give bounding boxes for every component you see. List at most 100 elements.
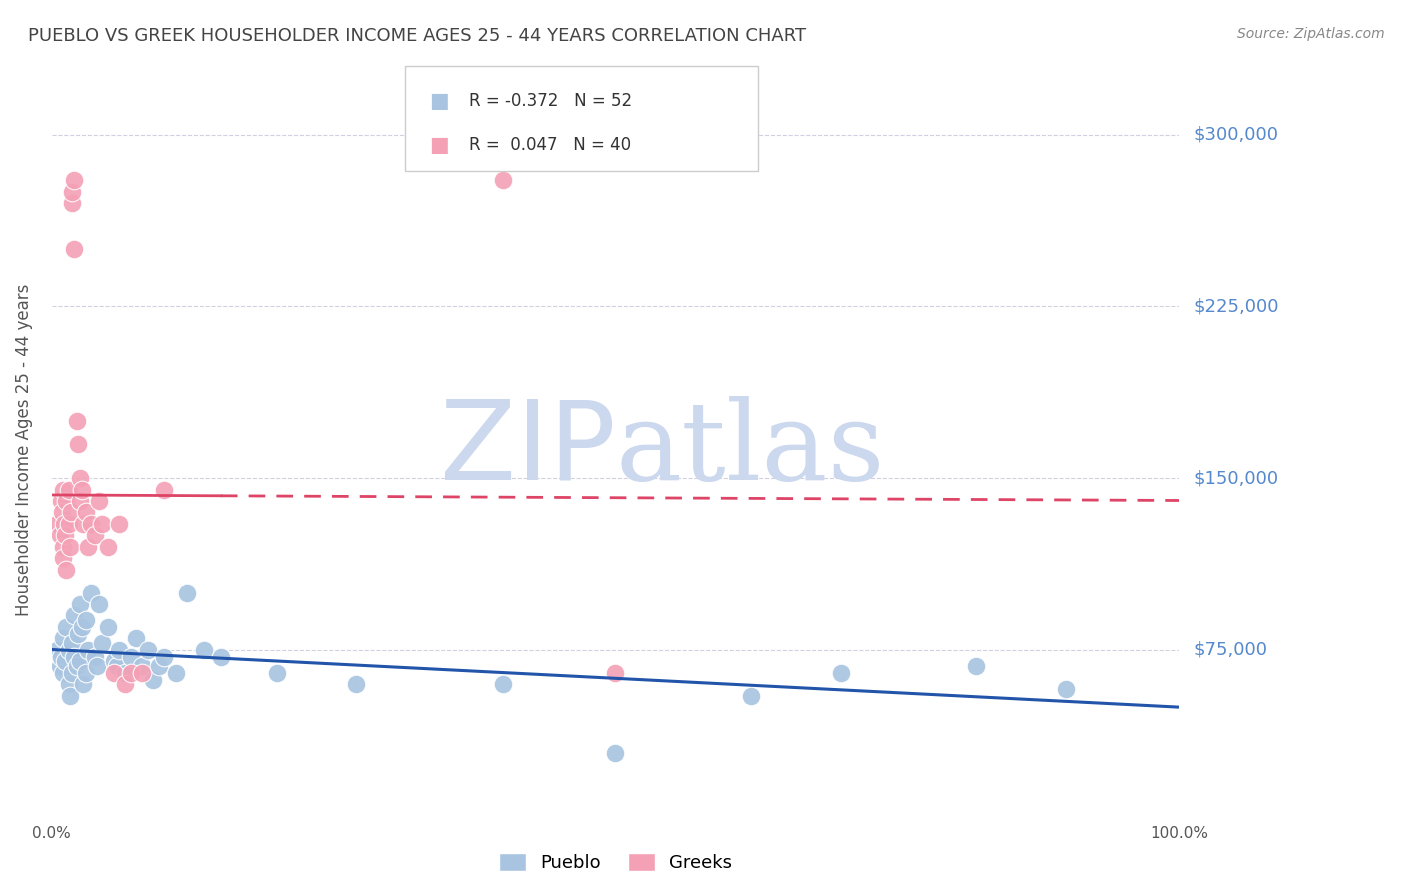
Point [76, 540, 98, 554]
Point [49, 494, 72, 508]
Y-axis label: Householder Income Ages 25 - 44 years: Householder Income Ages 25 - 44 years [15, 284, 32, 615]
Point [80, 585, 103, 599]
Point [55, 563, 77, 577]
Point [52, 551, 75, 566]
Point [63, 649, 86, 664]
Point [66, 626, 89, 640]
Point [53, 528, 76, 542]
Point [48, 658, 70, 673]
Point [69, 597, 91, 611]
Point [53, 516, 76, 531]
Point [120, 665, 142, 680]
Point [153, 649, 176, 664]
Point [52, 632, 75, 646]
Point [114, 677, 136, 691]
Point [97, 620, 120, 634]
Point [63, 173, 86, 187]
Point [58, 483, 80, 497]
Text: PUEBLO VS GREEK HOUSEHOLDER INCOME AGES 25 - 44 YEARS CORRELATION CHART: PUEBLO VS GREEK HOUSEHOLDER INCOME AGES … [28, 27, 806, 45]
Point [46, 516, 69, 531]
Text: $75,000: $75,000 [1194, 640, 1267, 659]
Point [72, 677, 94, 691]
Point [91, 636, 114, 650]
Point [176, 585, 198, 599]
Point [131, 658, 153, 673]
Point [75, 505, 97, 519]
Text: R =  0.047   N = 40: R = 0.047 N = 40 [468, 136, 631, 154]
Text: ■: ■ [429, 136, 449, 155]
Point [59, 689, 82, 703]
Point [75, 613, 97, 627]
Point [60, 185, 83, 199]
Point [66, 436, 89, 450]
Point [97, 540, 120, 554]
Text: atlas: atlas [616, 396, 884, 503]
Point [60, 196, 83, 211]
Point [52, 665, 75, 680]
Point [108, 642, 131, 657]
Point [83, 528, 105, 542]
Text: ZIP: ZIP [440, 396, 616, 503]
Text: $150,000: $150,000 [1194, 469, 1278, 487]
Point [46, 642, 69, 657]
Point [59, 540, 82, 554]
Point [63, 242, 86, 256]
Point [209, 649, 232, 664]
Point [75, 665, 97, 680]
Point [136, 642, 159, 657]
Point [65, 658, 87, 673]
Point [193, 642, 215, 657]
Point [53, 654, 76, 668]
Point [114, 665, 136, 680]
Point [120, 649, 142, 664]
Point [55, 620, 77, 634]
Point [63, 608, 86, 623]
Point [65, 414, 87, 428]
Point [87, 597, 110, 611]
Point [69, 654, 91, 668]
Text: $225,000: $225,000 [1194, 297, 1278, 316]
Point [492, 677, 515, 691]
Text: Source: ZipAtlas.com: Source: ZipAtlas.com [1237, 27, 1385, 41]
Point [80, 516, 103, 531]
Point [52, 483, 75, 497]
Point [60, 636, 83, 650]
Text: R = -0.372   N = 52: R = -0.372 N = 52 [468, 92, 631, 110]
Point [58, 516, 80, 531]
Text: $300,000: $300,000 [1194, 126, 1278, 144]
Point [492, 173, 515, 187]
Point [125, 632, 148, 646]
Point [51, 505, 73, 519]
Point [69, 471, 91, 485]
Point [965, 658, 987, 673]
Point [86, 658, 108, 673]
Point [105, 658, 128, 673]
Point [103, 665, 125, 680]
Point [72, 516, 94, 531]
Point [70, 483, 93, 497]
Point [605, 665, 627, 680]
Point [153, 483, 176, 497]
Point [70, 620, 93, 634]
Point [131, 665, 153, 680]
Point [60, 665, 83, 680]
Point [91, 516, 114, 531]
Point [49, 649, 72, 664]
Point [55, 494, 77, 508]
Point [108, 516, 131, 531]
Point [48, 528, 70, 542]
Point [103, 654, 125, 668]
Point [76, 642, 98, 657]
Point [142, 673, 165, 687]
Point [83, 649, 105, 664]
Point [266, 665, 288, 680]
Point [52, 540, 75, 554]
Point [1054, 681, 1077, 696]
Legend: Pueblo, Greeks: Pueblo, Greeks [491, 846, 740, 880]
Point [148, 658, 170, 673]
Point [69, 494, 91, 508]
Point [344, 677, 367, 691]
Point [58, 677, 80, 691]
Point [58, 642, 80, 657]
Point [59, 505, 82, 519]
